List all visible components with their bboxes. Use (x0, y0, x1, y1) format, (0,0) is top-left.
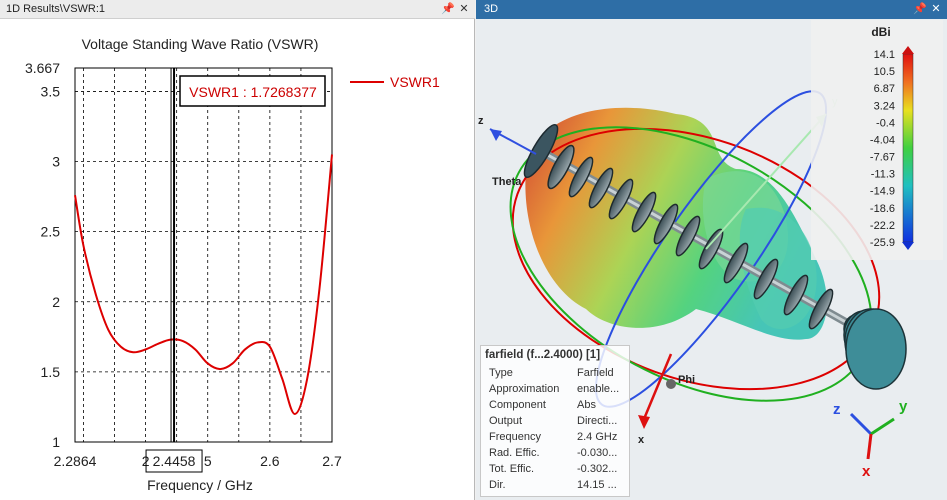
pin-icon[interactable]: 📌 (441, 3, 455, 15)
vswr-window: 1D Results\VSWR:1 📌 ✕ Voltage Standing W… (0, 0, 475, 500)
axis-label-phi: Phi (678, 374, 695, 386)
info-row: Frequency 2.4 GHz (489, 431, 629, 446)
scale-tick-label: 3.24 (874, 100, 895, 112)
y-tick-label: 1 (52, 434, 60, 450)
scale-tick-label: 6.87 (874, 83, 895, 95)
x-axis: 2.2864 2 2.4458 5 2.6 2.7 (54, 449, 342, 473)
color-scale: dBi 14.1 10.5 6.87 3.24 -0.4 -4.04 -7.67 -11.3 -… (870, 25, 914, 250)
chart-title: Voltage Standing Wave Ratio (VSWR) (82, 36, 319, 52)
svg-text:y: y (899, 398, 908, 415)
info-row: Tot. Effic. -0.302... (489, 463, 629, 478)
x-tick-label: 2.7 (322, 453, 342, 469)
x-tick-label: 2.2864 (54, 453, 97, 469)
info-row: Component Abs (489, 399, 629, 414)
scale-unit: dBi (871, 25, 890, 39)
marker-label: VSWR1 : 1.7268377 (189, 84, 317, 100)
info-row: Output Directi... (489, 415, 629, 430)
3d-window-titlebar[interactable]: 3D 📌 ✕ (476, 0, 947, 19)
y-tick-label: 1.5 (41, 364, 61, 380)
y-tick-label: 2.5 (41, 224, 61, 240)
plot-frame (74, 67, 333, 443)
close-icon[interactable]: ✕ (931, 3, 941, 15)
svg-text:x: x (862, 463, 871, 480)
color-scale-panel: dBi 14.1 10.5 6.87 3.24 -0.4 -4.04 -7.67 -11.3 -… (811, 20, 943, 260)
farfield-3d-window: 3D 📌 ✕ (476, 0, 947, 500)
info-row: Approximation enable... (489, 383, 629, 398)
info-title: farfield (f...2.4000) [1] (485, 349, 601, 361)
axis-label-theta: Theta (492, 176, 522, 188)
legend-label-vswr1: VSWR1 (390, 74, 440, 90)
info-key: Approximation (489, 383, 560, 395)
vswr-window-title: 1D Results\VSWR:1 (6, 3, 106, 15)
x-tick-label: 2.6 (260, 453, 280, 469)
antenna-model (523, 123, 907, 390)
y-axis: 3.667 3.5 3 2.5 2 1.5 1 (25, 60, 60, 450)
info-key: Type (489, 367, 513, 379)
3d-window-title: 3D (484, 3, 499, 15)
3d-viewport[interactable]: z Theta y Phi x z y x (476, 19, 947, 500)
info-row: Rad. Effic. -0.030... (489, 447, 629, 462)
svg-text:z: z (833, 401, 841, 418)
x-marker-box (145, 449, 203, 473)
orientation-gizmo[interactable]: z y x (833, 398, 908, 480)
y-tick-label: 3.667 (25, 60, 60, 76)
info-value: -0.302... (577, 463, 618, 475)
scale-tick-label: -4.04 (870, 134, 895, 146)
info-row: Dir. 14.15 ... (489, 479, 629, 494)
info-value: Directi... (577, 415, 618, 427)
info-key: Rad. Effic. (489, 447, 540, 459)
info-key: Dir. (489, 479, 506, 491)
scale-tick-label: 10.5 (874, 66, 895, 78)
scale-tick-label: -7.67 (870, 152, 895, 164)
pin-icon[interactable]: 📌 (913, 3, 927, 15)
scale-tick-label: -22.2 (870, 220, 895, 232)
chart-grid (75, 68, 332, 442)
scale-tick-label: -18.6 (870, 203, 895, 215)
info-value: 14.15 ... (577, 479, 617, 491)
x-tick-label: 5 (204, 453, 212, 469)
axis-label-z: z (478, 115, 484, 127)
info-value: Farfield (577, 367, 614, 379)
scale-tick-label: -25.9 (870, 237, 895, 249)
y-tick-label: 3.5 (41, 83, 61, 99)
x-axis-label: Frequency / GHz (147, 477, 253, 493)
info-key: Tot. Effic. (489, 463, 535, 475)
info-value: -0.030... (577, 447, 618, 459)
scale-tick-label: -14.9 (870, 186, 895, 198)
info-value: Abs (577, 399, 596, 411)
y-tick-label: 2 (52, 294, 60, 310)
info-key: Component (489, 399, 546, 411)
scale-tick-label: 14.1 (874, 49, 895, 61)
info-row: Type Farfield (489, 367, 629, 382)
farfield-info-box: farfield (f...2.4000) [1] Type Farfield Ap… (480, 345, 630, 497)
vswr-window-titlebar[interactable]: 1D Results\VSWR:1 📌 ✕ (0, 0, 475, 19)
info-key: Output (489, 415, 523, 427)
info-value: enable... (577, 383, 620, 395)
close-icon[interactable]: ✕ (459, 3, 469, 15)
marker-label-box[interactable] (179, 75, 326, 107)
info-key: Frequency (489, 431, 541, 443)
axis-label-x: x (638, 434, 645, 446)
info-value: 2.4 GHz (577, 431, 618, 443)
x-tick-label-marker: 2.4458 (153, 453, 196, 469)
series-line-vswr1 (74, 154, 333, 415)
scale-tick-label: -11.3 (871, 169, 895, 181)
vswr-chart[interactable]: Voltage Standing Wave Ratio (VSWR) 3.667… (0, 19, 475, 500)
y-tick-label: 3 (52, 154, 60, 170)
scale-tick-label: -0.4 (876, 117, 895, 129)
